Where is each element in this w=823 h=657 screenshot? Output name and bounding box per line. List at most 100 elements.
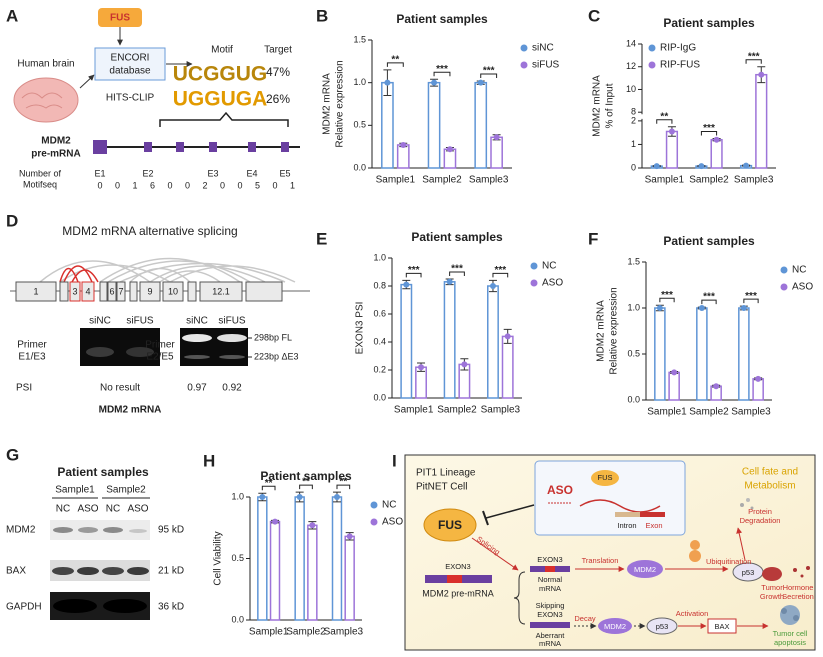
label: Primer — [145, 340, 175, 351]
label: 1 — [631, 139, 636, 149]
label: 0 — [272, 180, 277, 190]
label: 223bp ΔE3 — [254, 351, 299, 361]
label: E1 — [94, 168, 105, 178]
mean-dot — [653, 163, 660, 170]
legend-swatch — [780, 283, 788, 291]
label: 0 — [631, 162, 636, 172]
label: % of Input — [605, 83, 616, 128]
bar — [665, 130, 679, 169]
label: Motif — [211, 45, 233, 56]
label: ASO — [792, 282, 813, 293]
label: 1.0 — [373, 252, 386, 262]
label: Primer — [17, 340, 47, 351]
label: 1.0 — [627, 302, 640, 312]
label: Sample2 — [689, 175, 729, 186]
label: apoptosis — [774, 638, 806, 647]
label: 0.0 — [373, 392, 386, 402]
panel-a-shapes — [13, 8, 300, 154]
label: 0 — [237, 180, 242, 190]
label: *** — [745, 291, 757, 302]
label: 8 — [631, 107, 636, 117]
significance-bracket — [336, 484, 351, 490]
label: Degradation — [740, 516, 781, 525]
label: 1 — [290, 180, 295, 190]
panel-i-shapes — [404, 454, 816, 651]
significance-bracket — [659, 297, 675, 303]
label: MDM2 — [604, 622, 626, 631]
label: 0.97 — [187, 383, 207, 394]
mean-dot — [296, 494, 303, 500]
label: 0.92 — [222, 383, 242, 394]
mean-dot — [489, 283, 496, 289]
label: Sample2 — [689, 407, 729, 418]
label: 3 — [72, 286, 77, 296]
label: 12 — [626, 61, 636, 71]
label: ENCORI — [111, 53, 150, 64]
legend-swatch — [648, 44, 656, 52]
label: 36 kD — [158, 602, 184, 613]
label: MDM2 pre-mRNA — [422, 588, 494, 598]
label: 10 — [168, 286, 178, 296]
label: 12.1 — [212, 286, 230, 296]
label: E5 — [279, 168, 290, 178]
label: PIT1 Lineage — [416, 468, 476, 479]
panel-g-shapes — [50, 497, 150, 620]
mean-dot — [504, 333, 511, 340]
label: Sample1 — [249, 627, 289, 638]
mean-dot — [461, 361, 468, 368]
label: ** — [265, 478, 273, 489]
label: C — [588, 6, 600, 25]
label: 0.2 — [373, 364, 386, 374]
significance-bracket — [386, 62, 404, 67]
label: 1.0 — [353, 77, 366, 87]
label: FUS — [598, 473, 613, 482]
label: MDM2 mRNA — [99, 405, 162, 416]
label: HITS-CLIP — [106, 93, 155, 104]
label: 4 — [85, 286, 90, 296]
label: Relative expression — [335, 60, 346, 147]
label: H — [203, 451, 215, 470]
label: Hormone — [783, 583, 814, 592]
bar — [294, 496, 305, 621]
label: ** — [391, 55, 399, 66]
bar — [307, 524, 318, 621]
label: Decay — [574, 614, 596, 623]
label: BAX — [714, 622, 729, 631]
label: E4 — [246, 168, 257, 178]
label: *** — [408, 265, 420, 276]
label: E2 — [142, 168, 153, 178]
label: NC — [382, 500, 396, 511]
label: ** — [660, 111, 668, 122]
label: Sample1 — [647, 407, 687, 418]
label: MDM2 mRNA — [596, 300, 607, 362]
label: NC — [106, 504, 120, 515]
significance-bracket — [480, 73, 498, 78]
label: Sample1 — [394, 405, 434, 416]
label: 298bp FL — [254, 332, 292, 342]
bar — [710, 138, 723, 169]
bar — [654, 307, 666, 401]
significance-bracket — [449, 271, 465, 276]
label: 1 — [33, 286, 38, 296]
label: ** — [302, 477, 310, 488]
label: MDM2 — [41, 136, 71, 147]
label: p53 — [656, 622, 669, 631]
label: 0 — [167, 180, 172, 190]
label: 10 — [626, 84, 636, 94]
bar — [752, 378, 764, 401]
mean-dot — [259, 494, 266, 500]
label: Patient samples — [663, 234, 755, 248]
bar — [396, 144, 410, 169]
bar — [257, 496, 268, 621]
label: 26% — [266, 92, 290, 106]
mean-dot — [477, 79, 484, 86]
mean-dot — [446, 278, 453, 285]
label: 0.5 — [231, 553, 244, 563]
label: Metabolism — [744, 481, 795, 492]
label: G — [6, 445, 19, 464]
label: Sample3 — [324, 627, 364, 638]
label: Patient samples — [57, 465, 149, 479]
label: Intron — [617, 521, 636, 530]
label: UCGGUG — [173, 63, 268, 86]
